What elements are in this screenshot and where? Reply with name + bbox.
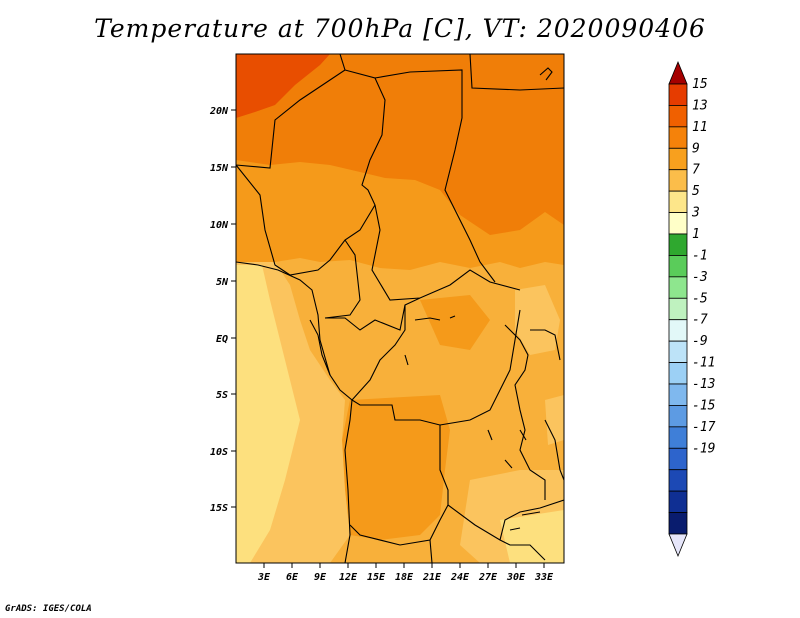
colorbar-swatch	[668, 319, 688, 342]
colorbar-swatch	[668, 512, 688, 535]
map-title: Temperature at 700hPa [C], VT: 202009040…	[94, 14, 706, 43]
colorbar-label: -15	[692, 398, 716, 413]
lon-label: 9E	[314, 572, 327, 583]
country-borders	[236, 54, 564, 563]
lat-label: 5S	[216, 390, 228, 401]
colorbar-label: -17	[692, 420, 716, 435]
colorbar-label: -13	[692, 377, 715, 392]
colorbar-swatch	[668, 190, 688, 213]
lat-label: 10S	[210, 447, 228, 458]
colorbar-label: 9	[692, 141, 700, 156]
colorbar-swatch	[668, 469, 688, 492]
colorbar-swatch	[668, 105, 688, 128]
lon-label: 6E	[286, 572, 299, 583]
colorbar-swatch	[668, 447, 688, 471]
colorbar-label: -7	[692, 313, 708, 328]
longitude-axis: 3E 6E 9E 12E 15E 18E 21E 24E 27E 30E 33E	[257, 563, 554, 583]
colorbar-swatch	[668, 426, 688, 449]
colorbar-swatch	[668, 147, 688, 171]
colorbar-swatch	[668, 169, 688, 192]
colorbar-label: 1	[692, 227, 700, 242]
colorbar-swatch	[668, 83, 688, 106]
colorbar-swatch	[668, 405, 688, 428]
colorbar-swatch	[668, 340, 688, 363]
colorbar-label: 15	[692, 77, 708, 92]
lat-label: EQ	[216, 334, 228, 345]
colorbar-label: 11	[692, 120, 708, 135]
colorbar-label: 7	[692, 163, 700, 178]
lat-label: 10N	[210, 220, 229, 231]
colorbar-label: 3	[691, 206, 700, 221]
colorbar-label: -3	[692, 270, 708, 285]
colorbar-swatch	[668, 126, 688, 149]
latitude-axis: 20N 15N 10N 5N EQ 5S 10S 15S	[209, 106, 236, 514]
lon-label: 27E	[478, 572, 498, 583]
colorbar-label: -11	[692, 356, 715, 371]
colorbar-label: 13	[692, 98, 708, 113]
colorbar-label: 5	[692, 184, 700, 199]
lon-label: 33E	[534, 572, 554, 583]
lon-label: 18E	[395, 572, 414, 583]
colorbar-label: -9	[692, 334, 708, 349]
temperature-field	[236, 54, 564, 563]
colorbar: 15 13 11 9 7 5 3 1 -1 -3 -5 -7 -9 -11 -13 -15 -17 -19	[668, 60, 716, 558]
lat-label: 5N	[216, 277, 229, 288]
lat-label: 20N	[209, 106, 229, 117]
colorbar-swatch	[668, 276, 688, 299]
colorbar-swatch	[668, 255, 688, 278]
lon-label: 12E	[339, 572, 358, 583]
lon-label: 15E	[367, 572, 386, 583]
colorbar-label: -19	[692, 441, 715, 456]
lon-label: 21E	[422, 572, 442, 583]
lat-label: 15N	[210, 163, 229, 174]
colorbar-label: -1	[692, 248, 708, 263]
colorbar-swatch	[668, 490, 688, 513]
lon-label: 30E	[506, 572, 526, 583]
lat-label: 15S	[210, 503, 228, 514]
colorbar-top-arrow	[668, 60, 688, 85]
map-frame	[235, 53, 565, 564]
colorbar-label: -5	[692, 291, 708, 306]
colorbar-swatch	[668, 383, 688, 406]
colorbar-swatch	[668, 297, 688, 321]
colorbar-swatch	[668, 362, 688, 385]
colorbar-swatch	[668, 233, 688, 256]
lon-label: 3E	[257, 572, 271, 583]
credit-text: GrADS: IGES/COLA	[5, 604, 92, 614]
colorbar-swatch	[668, 212, 688, 235]
lon-label: 24E	[450, 572, 470, 583]
colorbar-bottom-arrow	[668, 533, 688, 558]
